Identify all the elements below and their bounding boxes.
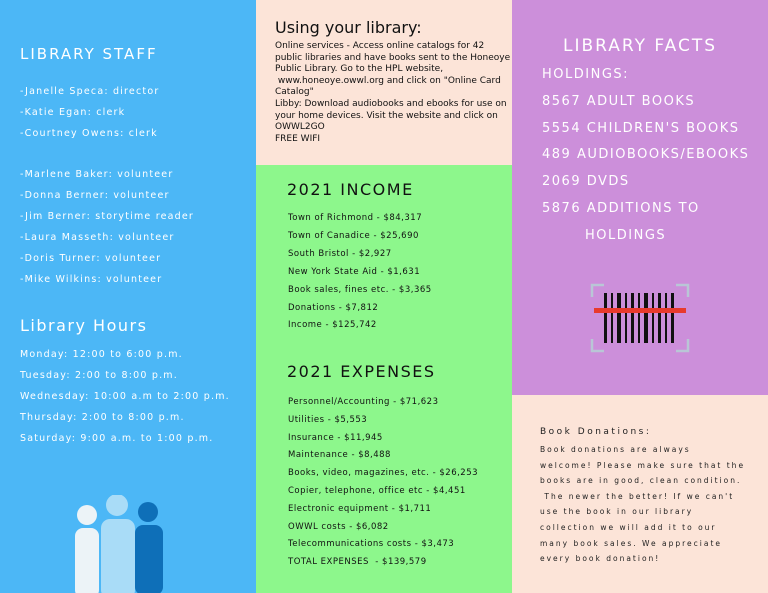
usage-line: OWWL2GO <box>275 122 325 133</box>
volunteer: -Donna Berner: volunteer <box>20 190 170 201</box>
hours-row: Wednesday: 10:00 a.m to 2:00 p.m. <box>20 391 230 402</box>
donations-title: Book Donations: <box>540 427 652 437</box>
volunteer: -Marlene Baker: volunteer <box>20 169 174 180</box>
expense-item: Copier, telephone, office etc - $4,451 <box>288 486 466 496</box>
hours-row: Monday: 12:00 to 6:00 p.m. <box>20 349 183 360</box>
staff-member: -Janelle Speca: director <box>20 86 160 97</box>
volunteer: -Laura Masseth: volunteer <box>20 232 175 243</box>
donation-line: collection we will add it to our <box>540 523 717 532</box>
usage-line: Online services - Access online catalogs… <box>275 41 485 51</box>
usage-line: www.honeoye.owwl.org and click on "Onlin… <box>275 75 501 86</box>
expense-item: Personnel/Accounting - $71,623 <box>288 397 439 407</box>
donation-line: Book donations are always <box>540 445 691 454</box>
expense-item: Books, video, magazines, etc. - $26,253 <box>288 468 479 479</box>
volunteer: -Doris Turner: volunteer <box>20 253 162 264</box>
fact-item: 5554 CHILDREN'S BOOKS <box>542 120 740 136</box>
staff-member: -Katie Egan: clerk <box>20 107 126 118</box>
left-panel <box>0 0 256 593</box>
income-item: Donations - $7,812 <box>288 302 379 313</box>
donation-line: every book donation! <box>540 554 661 564</box>
people-icon <box>75 495 163 593</box>
hours-row: Tuesday: 2:00 to 8:00 p.m. <box>20 370 178 381</box>
donations-panel <box>512 395 768 593</box>
income-item: Income - $125,742 <box>288 320 377 331</box>
income-item: Book sales, fines etc. - $3,365 <box>288 284 432 295</box>
expense-item: Insurance - $11,945 <box>288 432 383 443</box>
income-item: Town of Canadice - $25,690 <box>288 230 419 241</box>
hours-row: Saturday: 9:00 a.m. to 1:00 p.m. <box>20 433 214 444</box>
usage-line: Catalog" <box>275 87 314 98</box>
hours-row: Thursday: 2:00 to 8:00 p.m. <box>20 412 185 423</box>
usage-line: Libby: Download audiobooks and ebooks fo… <box>275 99 507 109</box>
finance-panel <box>256 165 512 593</box>
donation-line: books are in good, clean condition. <box>540 476 742 486</box>
income-item: Town of Richmond - $84,317 <box>288 213 423 223</box>
usage-title: Using your library: <box>275 18 422 37</box>
expense-item: Electronic equipment - $1,711 <box>288 503 432 514</box>
volunteer: -Mike Wilkins: volunteer <box>20 274 163 285</box>
expense-item: Utilities - $5,553 <box>288 414 368 425</box>
fact-item: 2069 DVDS <box>542 174 630 190</box>
expense-item: OWWL costs - $6,082 <box>288 521 389 532</box>
volunteer: -Jim Berner: storytime reader <box>20 211 195 222</box>
donation-line: welcome! Please make sure that the <box>540 460 746 470</box>
staff-member: -Courtney Owens: clerk <box>20 128 158 139</box>
fact-item: HOLDINGS: <box>542 67 630 82</box>
donation-line: use the book in our library <box>540 507 694 517</box>
expense-item: TOTAL EXPENSES - $139,579 <box>288 557 427 568</box>
usage-panel <box>256 0 512 165</box>
usage-line: Public Library. Go to the HPL website, <box>275 64 444 75</box>
expenses-title: 2021 EXPENSES <box>287 362 436 381</box>
fact-item: 489 AUDIOBOOKS/EBOOKS <box>542 147 750 163</box>
income-item: South Bristol - $2,927 <box>288 248 392 259</box>
donation-line: The newer the better! If we can't <box>540 491 735 501</box>
fact-item: 8567 ADULT BOOKS <box>542 93 696 109</box>
facts-title: LIBRARY FACTS <box>562 36 717 56</box>
income-item: New York State Aid - $1,631 <box>288 266 421 277</box>
hours-title: Library Hours <box>20 316 148 335</box>
barcode-icon <box>590 283 690 353</box>
expense-item: Telecommunications costs - $3,473 <box>288 539 455 550</box>
usage-line: public libraries and have books sent to … <box>275 52 511 63</box>
staff-title: LIBRARY STAFF <box>20 45 158 63</box>
expense-item: Maintenance - $8,488 <box>288 450 391 461</box>
usage-line: FREE WIFI <box>275 133 321 144</box>
donation-line: many book sales. We appreciate <box>540 538 723 548</box>
income-title: 2021 INCOME <box>287 180 414 199</box>
usage-line: your home devices. Visit the website and… <box>275 110 498 121</box>
fact-item: 5876 ADDITIONS TO <box>542 201 700 216</box>
fact-item: HOLDINGS <box>585 227 667 243</box>
